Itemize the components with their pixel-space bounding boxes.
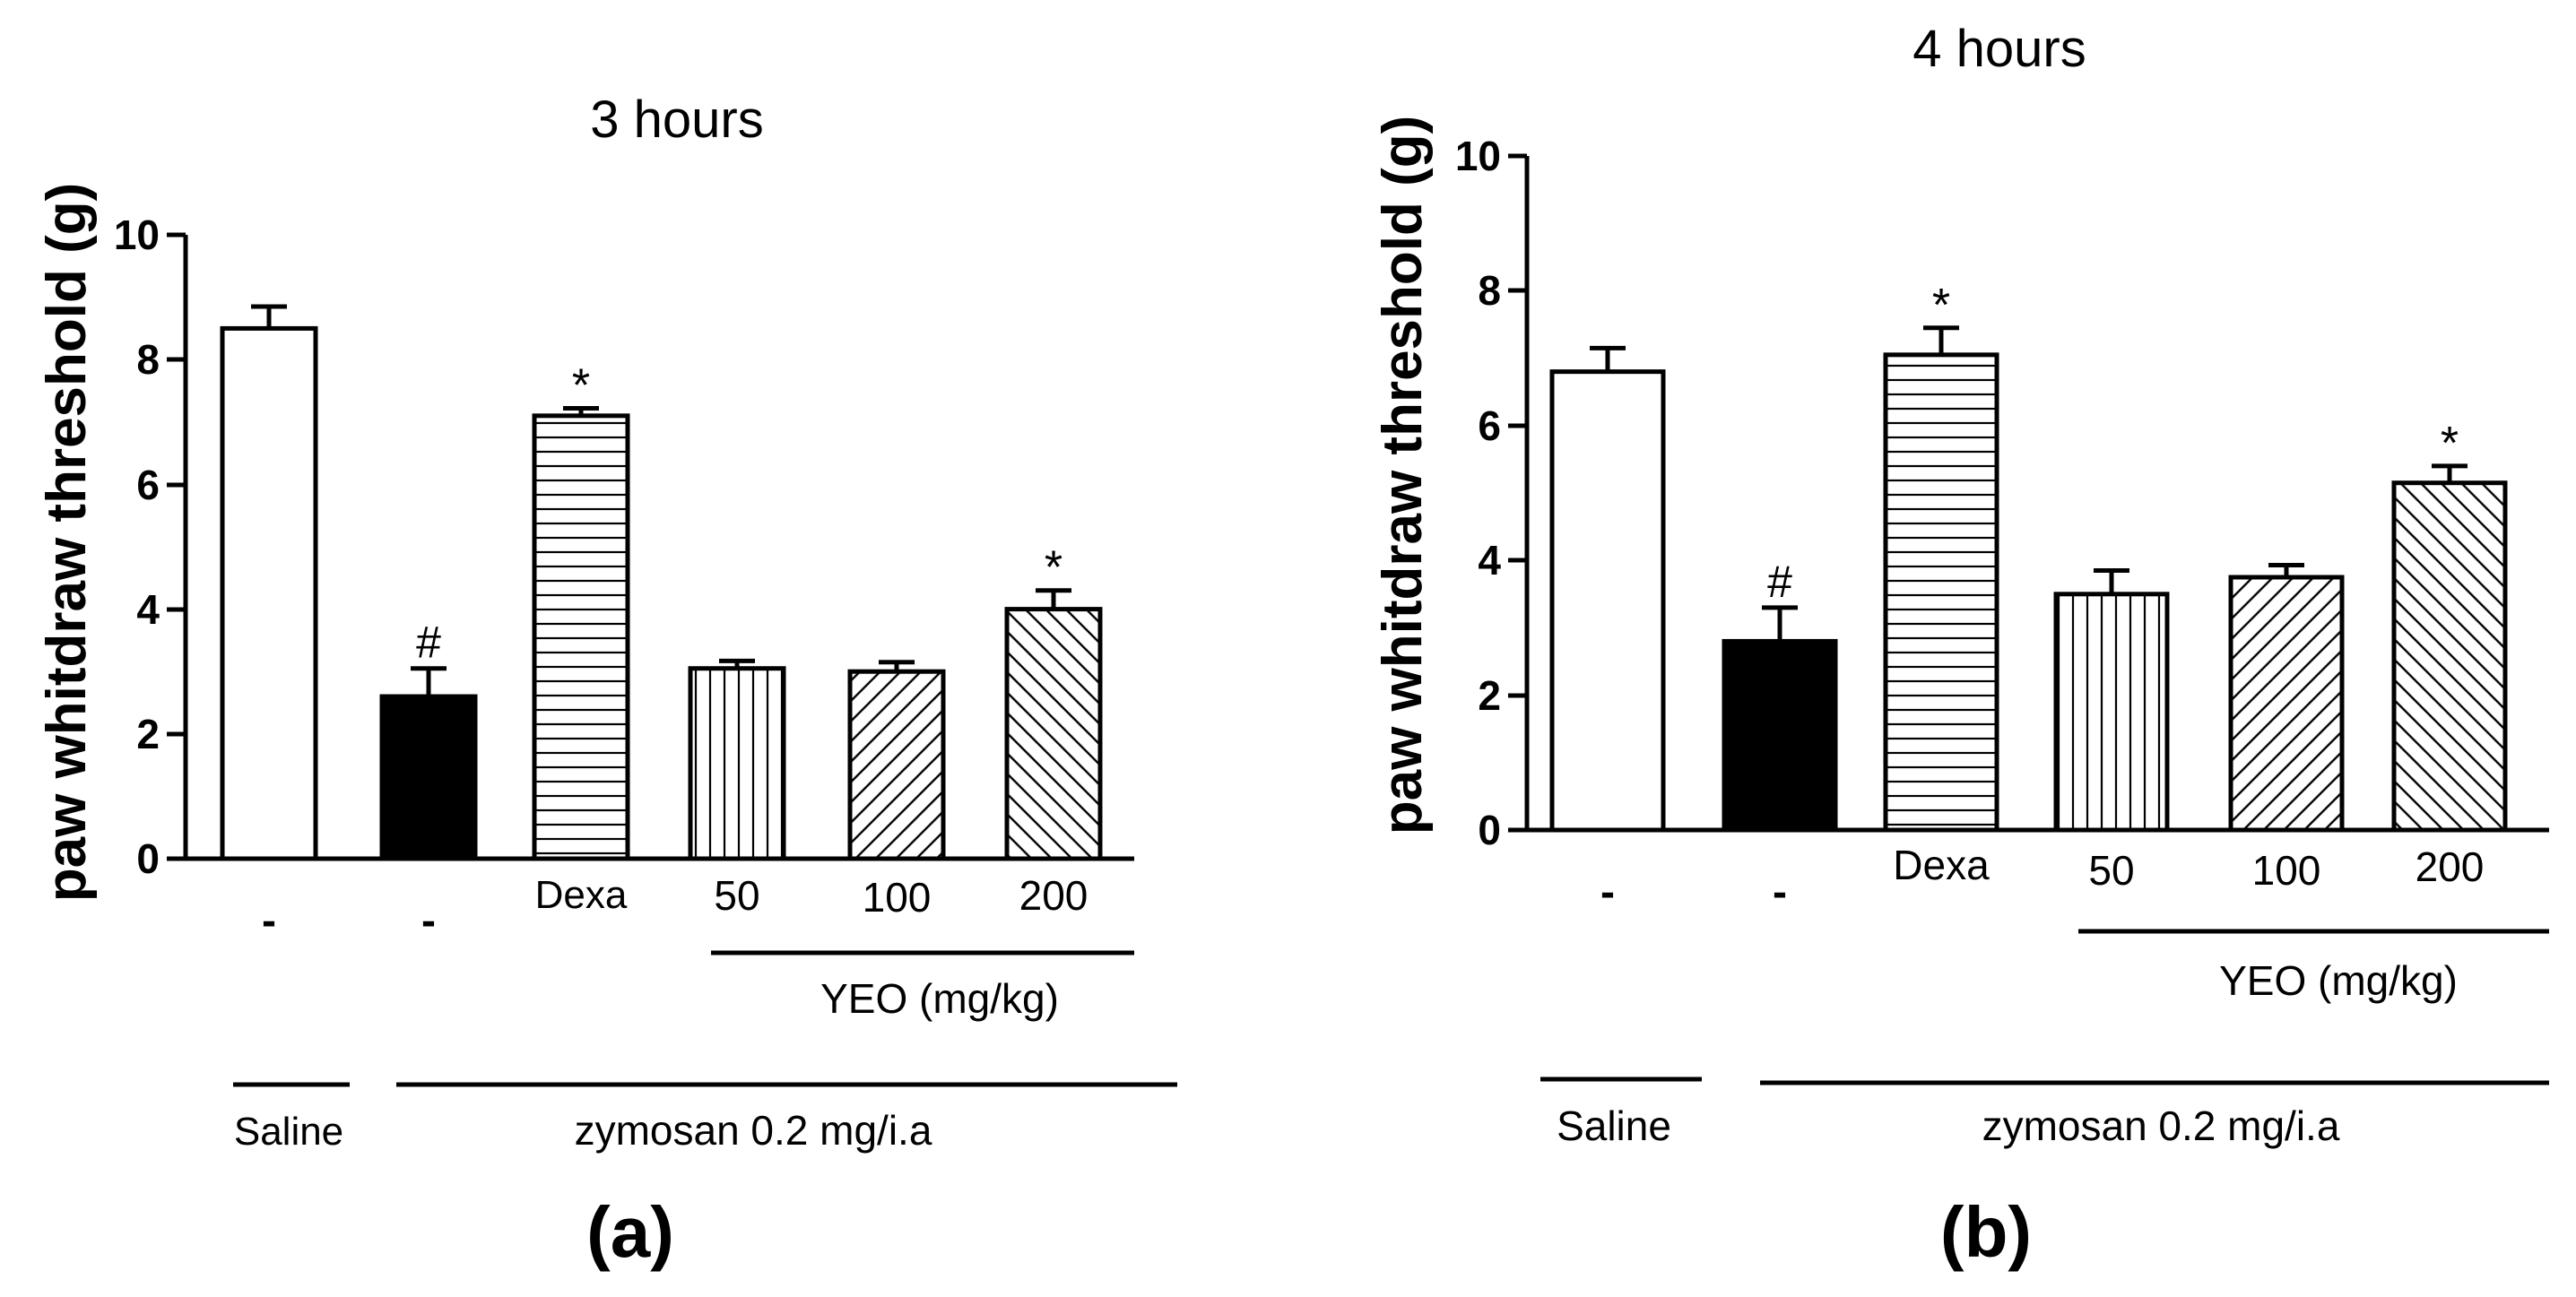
panel-a-y-axis-label: paw whitdraw threshold (g) [36,183,98,903]
panel-b-ytick-label: 6 [1478,402,1501,449]
panel-b-category-label: 50 [2088,847,2134,894]
panel-b-bar [2053,592,2170,833]
panel-b-ytick-label: 0 [1478,807,1501,853]
panel-b: 4 hours paw whitdraw threshold (g) 0 2 4… [1372,20,2549,1272]
panel-a-bar [379,694,478,861]
panel-a-zymosan-group-label: zymosan 0.2 mg/i.a [575,1107,932,1154]
panel-a-saline-group-label: Saline [234,1110,343,1154]
panel-a-ytick-label: 4 [136,586,160,633]
panel-a-bar [688,666,786,861]
panel-b-saline-group-label: Saline [1557,1102,1671,1149]
panel-a: 3 hours paw whitdraw threshold (g) 0 2 4… [36,91,1177,1272]
panel-b-category-label: - [1600,869,1615,916]
panel-a-ytick-label: 10 [114,212,160,258]
panel-b-bar [2228,575,2345,833]
panel-a-category-label: - [262,897,276,945]
panel-a-category-label: 100 [863,874,932,921]
panel-b-ytick-label: 2 [1478,672,1501,719]
panel-a-category-label: Dexa [535,873,628,917]
panel-a-y-ticks: 0 2 4 6 8 10 [114,212,186,882]
panel-b-categories: - - Dexa 50 100 200 [1600,842,2484,916]
panel-b-label: (b) [1940,1192,2032,1272]
panel-b-category-label: 200 [2416,843,2485,890]
panel-b-significance-mark: * [1932,280,1950,332]
panel-a-bar [847,669,946,861]
panel-b-bar [1722,638,1838,833]
panel-a-category-label: - [421,897,436,945]
panel-b-bars: # * * [1549,280,2508,833]
panel-b-significance-mark: * [2441,418,2459,470]
panel-b-significance-mark: # [1767,557,1792,607]
panel-a-significance-mark: # [416,618,441,668]
panel-a-ytick-label: 8 [136,336,160,383]
panel-b-category-label: Dexa [1893,842,1990,888]
panel-a-ytick-label: 0 [136,835,160,882]
panel-a-bars: # * * [220,304,1103,861]
panel-b-bar [2391,480,2508,833]
panel-a-ytick-label: 2 [136,711,160,757]
panel-b-bar [1549,369,1666,833]
panel-b-yeo-group-label: YEO (mg/kg) [2219,957,2458,1004]
panel-b-title: 4 hours [1912,20,2086,78]
panel-b-ytick-label: 4 [1478,537,1501,584]
panel-a-title: 3 hours [590,91,763,149]
panel-a-significance-mark: * [572,359,590,411]
panel-a-bar [220,325,318,861]
panel-b-ytick-label: 8 [1478,267,1501,314]
panel-a-category-label: 50 [714,872,759,919]
panel-a-category-label: 200 [1019,872,1089,919]
panel-a-ytick-label: 6 [136,462,160,508]
panel-a-bar [1004,607,1103,861]
panel-b-category-label: - [1773,869,1787,916]
panel-a-categories: - - Dexa 50 100 200 [262,872,1088,945]
panel-b-category-label: 100 [2252,847,2321,894]
panel-b-y-axis-label: paw whitdraw threshold (g) [1372,116,1434,835]
panel-a-yeo-group-label: YEO (mg/kg) [820,975,1059,1022]
panel-b-y-ticks: 0 2 4 6 8 10 [1455,133,1527,853]
panel-a-bar [532,413,630,861]
panel-b-ytick-label: 10 [1455,133,1501,179]
panel-b-zymosan-group-label: zymosan 0.2 mg/i.a [1982,1102,2340,1149]
panel-a-significance-mark: * [1045,542,1062,594]
panel-a-label: (a) [586,1192,674,1272]
panel-b-bar [1883,352,1999,833]
